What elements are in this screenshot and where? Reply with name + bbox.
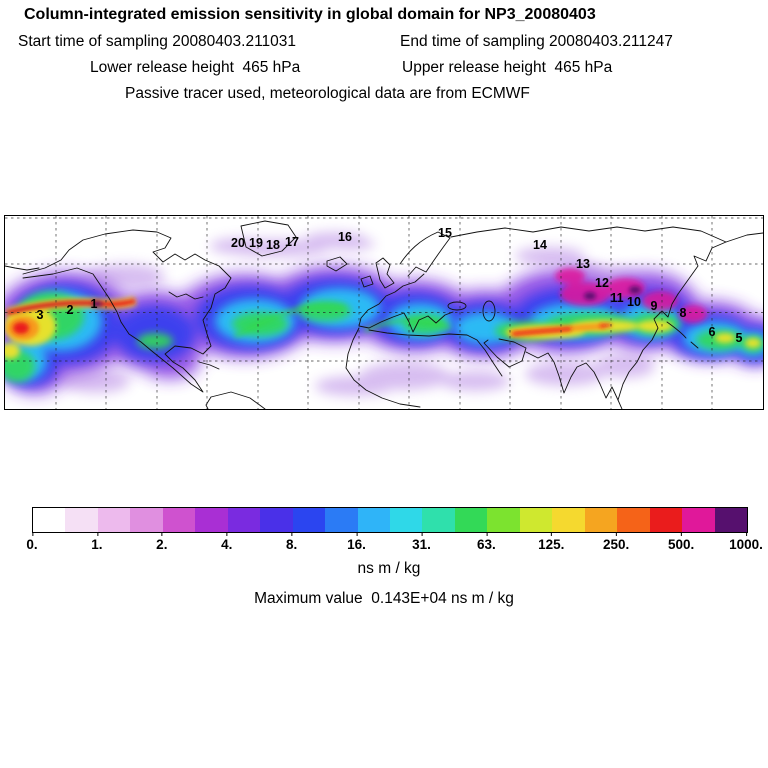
colorbar-cell — [584, 508, 618, 532]
colorbar-cell — [292, 508, 326, 532]
trajectory-point-label: 17 — [285, 234, 299, 249]
map-points-layer: 1 2 3 5 6 8 9 10 11 12 13 14 15 16 17 18 19 20 — [5, 216, 763, 409]
colorbar-tick-label: 4. — [221, 532, 233, 552]
trajectory-point-label: 8 — [679, 305, 687, 320]
trajectory-point-label: 18 — [266, 237, 280, 252]
colorbar-tick-label: 2. — [156, 532, 168, 552]
trajectory-point-label: 5 — [735, 330, 743, 345]
colorbar-cell — [227, 508, 261, 532]
colorbar-tick-label: 500. — [667, 532, 695, 552]
colorbar-cell — [422, 508, 455, 532]
colorbar-cell — [487, 508, 520, 532]
plume-green-filaments — [234, 304, 451, 338]
colorbar-cell — [357, 508, 390, 532]
colorbar-tick-label: 1000. — [729, 532, 763, 552]
plume-violet-wisps — [60, 232, 655, 396]
colorbar-tick-label: 0. — [26, 532, 38, 552]
upper-release-height-text: Upper release height 465 hPa — [402, 59, 613, 76]
colorbar-tick-label: 8. — [285, 532, 298, 552]
colorbar-tick-label: 31. — [412, 532, 431, 552]
colorbar-tick-label: 250. — [603, 532, 630, 552]
end-time-text: End time of sampling 20080403.211247 — [400, 33, 673, 50]
trajectory-point-label: 10 — [627, 294, 641, 309]
colorbar-cell — [162, 508, 196, 532]
trajectory-point-label: 19 — [249, 235, 263, 250]
colorbar-tick-label: 63. — [476, 532, 496, 552]
trajectory-point-label: 16 — [338, 229, 352, 244]
trajectory-point-label: 2 — [66, 302, 74, 317]
trajectory-point-label: 11 — [610, 290, 624, 305]
colorbar-cell — [97, 508, 131, 532]
plume-darkpurple-layer — [92, 286, 641, 307]
colorbar-cell — [682, 508, 715, 532]
colorbar-cell — [617, 508, 650, 532]
emission-sensitivity-map — [5, 216, 763, 409]
map-panel: 1 2 3 5 6 8 9 10 11 12 13 14 15 16 17 18 19 20 — [4, 215, 764, 410]
colorbar-cell — [519, 508, 553, 532]
colorbar-cell — [714, 508, 747, 532]
colorbar-units-label: ns m / kg — [357, 560, 421, 577]
tracer-note-text: Passive tracer used, meteorological data… — [125, 85, 530, 102]
trajectory-point-label: 20 — [231, 235, 245, 250]
colorbar-cell — [260, 508, 293, 532]
graticule — [5, 216, 763, 409]
trajectory-point-label: 13 — [576, 256, 590, 271]
colorbar-tick-label: 125. — [538, 532, 565, 552]
colorbar-cell — [130, 508, 163, 532]
trajectory-point-label: 9 — [650, 298, 658, 313]
coastlines — [5, 220, 763, 409]
trajectory-point-label: 1 — [90, 296, 98, 311]
colorbar-cell — [649, 508, 683, 532]
colorbar-cell — [65, 508, 98, 532]
colorbar-cell — [195, 508, 228, 532]
trajectory-point-label: 6 — [708, 324, 716, 339]
colorbar-cell — [552, 508, 585, 532]
colorbar-tick-label: 1. — [91, 532, 103, 552]
trajectory-point-label: 12 — [595, 275, 609, 290]
colorbar-cell — [454, 508, 488, 532]
colorbar-tick-label: 16. — [347, 532, 366, 552]
colorbar-ticks: 0. 1. 2. 4. 8. 16. 31. 63. 125. 250. 500. 1000. — [26, 532, 763, 555]
colorbar-cell — [389, 508, 423, 532]
colorbar — [32, 507, 748, 533]
lower-release-height-text: Lower release height 465 hPa — [90, 59, 301, 76]
trajectory-point-label: 3 — [36, 307, 44, 322]
trajectory-point-label: 15 — [438, 225, 452, 240]
trajectory-point-label: 14 — [533, 237, 547, 252]
maximum-value-text: Maximum value 0.143E+04 ns m / kg — [254, 590, 514, 607]
colorbar-cell — [325, 508, 358, 532]
figure-title: Column-integrated emission sensitivity i… — [24, 6, 596, 23]
start-time-text: Start time of sampling 20080403.211031 — [18, 33, 297, 50]
colorbar-cell — [33, 508, 66, 532]
